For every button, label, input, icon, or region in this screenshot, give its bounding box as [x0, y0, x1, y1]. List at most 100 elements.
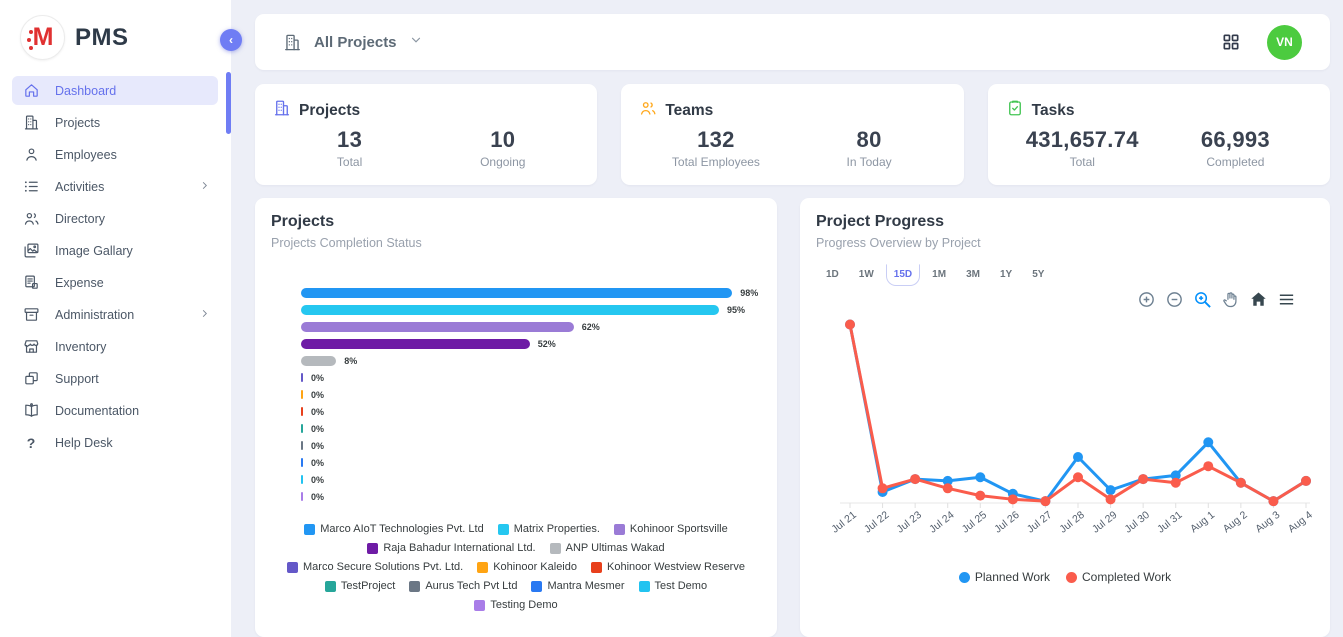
zoom-in-icon[interactable]	[1137, 290, 1156, 309]
sidebar-scrollbar-thumb[interactable]	[226, 72, 231, 134]
bar-row: 52%	[301, 335, 761, 352]
bar[interactable]	[301, 355, 337, 366]
range-button-3m[interactable]: 3M	[966, 269, 980, 281]
building-icon	[22, 114, 40, 132]
selection-zoom-icon[interactable]	[1193, 290, 1212, 309]
sidebar-item-help-desk[interactable]: ? Help Desk	[12, 428, 218, 457]
data-point[interactable]	[1170, 470, 1181, 481]
sidebar-item-image-gallery[interactable]: Image Gallary	[12, 236, 218, 265]
sidebar-item-dashboard[interactable]: Dashboard	[12, 76, 218, 105]
question-icon: ?	[26, 434, 36, 451]
bar[interactable]	[301, 424, 303, 434]
building-icon	[273, 99, 291, 122]
sidebar-item-projects[interactable]: Projects	[12, 108, 218, 137]
bar[interactable]	[301, 338, 530, 349]
data-point[interactable]	[1007, 494, 1018, 505]
chevron-right-icon	[199, 308, 210, 322]
range-button-15d[interactable]: 15D	[885, 264, 921, 287]
bar[interactable]	[301, 492, 303, 502]
stat-title: Projects	[299, 101, 361, 119]
apps-grid-button[interactable]	[1221, 32, 1241, 52]
legend-item[interactable]: ANP Ultimas Wakad	[549, 542, 665, 554]
sidebar-item-administration[interactable]: Administration	[12, 300, 218, 329]
range-button-1w[interactable]: 1W	[858, 269, 874, 281]
data-point[interactable]	[1268, 496, 1279, 507]
data-point[interactable]	[1073, 472, 1083, 483]
data-point[interactable]	[1203, 461, 1214, 472]
bar-row: 62%	[301, 318, 761, 335]
bar-value-label: 0%	[311, 474, 325, 485]
legend-item[interactable]: Test Demo	[638, 580, 707, 592]
range-button-5y[interactable]: 5Y	[1032, 269, 1045, 281]
bar[interactable]	[301, 475, 303, 485]
sidebar-item-inventory[interactable]: Inventory	[12, 332, 218, 361]
legend-item[interactable]: Marco AIoT Technologies Pvt. Ltd	[304, 523, 484, 535]
legend-item[interactable]: Kohinoor Westview Reserve	[591, 561, 745, 573]
data-point[interactable]	[975, 490, 986, 501]
bar-value-label: 98%	[740, 287, 759, 298]
sidebar-item-directory[interactable]: Directory	[12, 204, 218, 233]
project-scope-dropdown[interactable]: All Projects	[283, 33, 423, 52]
bar-value-label: 62%	[581, 321, 600, 332]
legend-item[interactable]: Kohinoor Sportsville	[613, 523, 728, 536]
data-point[interactable]	[1073, 452, 1083, 463]
data-point[interactable]	[1235, 478, 1246, 489]
pan-icon[interactable]	[1221, 290, 1240, 309]
sidebar-item-activities[interactable]: Activities	[12, 172, 218, 201]
legend-item[interactable]: Marco Secure Solutions Pvt. Ltd.	[287, 561, 463, 573]
line-chart[interactable]: Jul 21 Jul 22 Jul 23 Jul 24 Jul 25 Jul 26 Jul …	[816, 311, 1315, 563]
stat-value: 132	[697, 127, 735, 153]
bar[interactable]	[301, 407, 303, 417]
home-reset-icon[interactable]	[1249, 290, 1268, 309]
data-point[interactable]	[1203, 437, 1214, 448]
bar[interactable]	[301, 390, 303, 400]
bar[interactable]	[301, 287, 733, 298]
data-point[interactable]	[877, 483, 888, 494]
data-point[interactable]	[1301, 476, 1311, 487]
sidebar-item-expense[interactable]: Expense	[12, 268, 218, 297]
zoom-out-icon[interactable]	[1165, 290, 1184, 309]
topbar: All Projects VN	[255, 14, 1330, 71]
data-point[interactable]	[1105, 494, 1116, 505]
data-point[interactable]	[1040, 496, 1051, 507]
data-point[interactable]	[1170, 478, 1181, 489]
data-point[interactable]	[975, 472, 986, 483]
legend-item[interactable]: Matrix Properties.	[497, 523, 600, 535]
sidebar-collapse-button[interactable]: ‹	[220, 29, 242, 51]
range-button-1d[interactable]: 1D	[826, 269, 839, 281]
legend-item[interactable]: Raja Bahadur International Ltd.	[367, 542, 536, 554]
data-point[interactable]	[1105, 485, 1116, 496]
legend-item[interactable]: Aurus Tech Pvt Ltd	[409, 580, 517, 592]
stat-value: 431,657.74	[1025, 127, 1139, 153]
sidebar-item-employees[interactable]: Employees	[12, 140, 218, 169]
legend-swatch	[477, 561, 489, 573]
x-axis-label: Jul 31	[1155, 509, 1185, 536]
main-content: All Projects VN Projects 13 Total 10 Ongoi…	[231, 0, 1343, 637]
user-avatar[interactable]: VN	[1267, 24, 1302, 60]
legend-item[interactable]: TestProject	[324, 580, 395, 592]
range-button-1m[interactable]: 1M	[932, 269, 947, 281]
data-point[interactable]	[942, 483, 953, 494]
data-point[interactable]	[845, 319, 855, 330]
legend-label: Kohinoor Sportsville	[629, 523, 728, 536]
legend-item[interactable]: Completed Work	[1066, 570, 1171, 584]
bar[interactable]	[301, 304, 719, 315]
legend-item[interactable]: Testing Demo	[474, 599, 558, 612]
legend-item[interactable]: Mantra Mesmer	[531, 580, 625, 592]
bar[interactable]	[301, 458, 303, 468]
menu-icon[interactable]	[1277, 290, 1296, 309]
legend-label: Testing Demo	[490, 599, 558, 612]
sidebar-item-support[interactable]: Support	[12, 364, 218, 393]
range-button-1y[interactable]: 1Y	[999, 269, 1013, 281]
legend-item[interactable]: Kohinoor Kaleido	[477, 561, 577, 573]
data-point[interactable]	[1138, 474, 1149, 485]
data-point[interactable]	[910, 474, 921, 485]
bar[interactable]	[301, 441, 303, 451]
legend-item[interactable]: Planned Work	[958, 570, 1050, 584]
store-icon	[22, 338, 40, 356]
bar[interactable]	[301, 321, 574, 332]
bar[interactable]	[301, 373, 303, 383]
data-point[interactable]	[942, 476, 953, 487]
sidebar-item-documentation[interactable]: Documentation	[12, 396, 218, 425]
line-chart-legend: Planned Work Completed Work	[816, 570, 1314, 584]
